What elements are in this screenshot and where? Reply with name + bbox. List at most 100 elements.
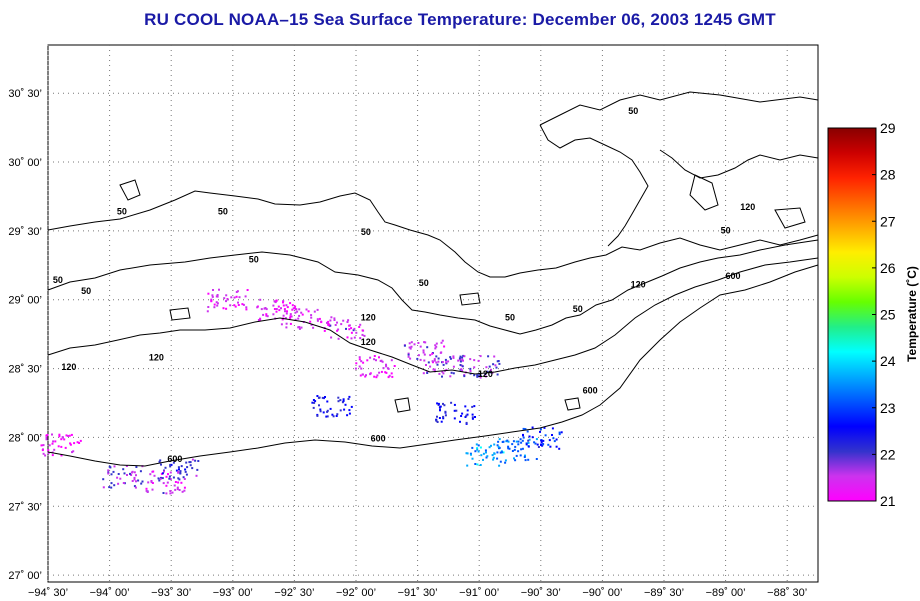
sst-pixel bbox=[234, 305, 237, 308]
sst-pixel bbox=[52, 440, 55, 443]
sst-pixel bbox=[543, 426, 546, 429]
sst-pixel bbox=[312, 399, 315, 401]
sst-pixel bbox=[282, 314, 285, 317]
sst-pixel bbox=[482, 458, 484, 461]
sst-pixel bbox=[463, 355, 466, 358]
sst-pixel bbox=[422, 349, 425, 352]
sst-pixel bbox=[452, 355, 455, 358]
sst-pixel bbox=[423, 341, 426, 344]
sst-pixel bbox=[547, 443, 550, 446]
sst-pixel bbox=[473, 366, 476, 369]
sst-pixel bbox=[555, 438, 558, 441]
sst-pixel bbox=[294, 305, 297, 308]
sst-pixel bbox=[476, 463, 479, 466]
sst-pixel bbox=[358, 356, 361, 359]
sst-pixel bbox=[512, 440, 515, 443]
isobath-50 bbox=[47, 239, 819, 335]
colorbar-tick-label: 23 bbox=[880, 400, 896, 416]
sst-pixel bbox=[332, 415, 335, 418]
sst-pixel bbox=[159, 459, 162, 462]
contour-label: 50 bbox=[419, 278, 429, 288]
sst-pixel bbox=[316, 395, 319, 397]
sst-pixel bbox=[172, 461, 175, 464]
sst-pixel bbox=[442, 372, 445, 375]
sst-pixel bbox=[459, 364, 462, 366]
sst-pixel bbox=[424, 341, 427, 344]
sst-pixel bbox=[135, 474, 137, 477]
sst-pixel bbox=[360, 367, 363, 370]
sst-pixel bbox=[336, 413, 339, 416]
sst-pixel bbox=[348, 324, 351, 327]
sst-pixel bbox=[504, 459, 507, 462]
sst-patch bbox=[435, 401, 476, 425]
sst-pixel bbox=[353, 327, 356, 330]
sst-pixel bbox=[527, 458, 530, 461]
sst-pixel bbox=[494, 364, 497, 367]
sst-pixel bbox=[71, 451, 73, 454]
sst-pixel bbox=[507, 445, 510, 448]
contour-label: 50 bbox=[81, 286, 91, 296]
sst-pixel bbox=[515, 440, 518, 443]
sst-pixel bbox=[496, 360, 499, 363]
sst-pixel bbox=[318, 317, 321, 320]
sst-pixel bbox=[280, 323, 283, 326]
sst-pixel bbox=[256, 306, 259, 309]
sst-patch bbox=[459, 354, 501, 379]
sst-pixel bbox=[40, 444, 43, 447]
sst-pixel bbox=[336, 321, 338, 324]
sst-pixel bbox=[435, 345, 438, 348]
sst-pixel bbox=[437, 402, 440, 405]
sst-pixel bbox=[298, 314, 301, 317]
sst-pixel bbox=[294, 318, 297, 321]
sst-pixel bbox=[177, 481, 180, 484]
sst-pixel bbox=[235, 291, 238, 293]
sst-pixel bbox=[459, 420, 461, 423]
sst-pixel bbox=[321, 396, 324, 399]
sst-pixel bbox=[434, 344, 437, 347]
sst-pixel bbox=[131, 480, 134, 482]
sst-pixel bbox=[517, 443, 520, 446]
sst-pixel bbox=[536, 443, 539, 446]
sst-pixel bbox=[527, 439, 530, 442]
sst-pixel bbox=[266, 315, 269, 318]
sst-pixel bbox=[470, 453, 472, 456]
sst-pixel bbox=[490, 444, 492, 447]
lat-tick-label: 30˚ 30’ bbox=[8, 88, 42, 100]
sst-pixel bbox=[465, 452, 468, 455]
sst-pixel bbox=[369, 356, 372, 359]
sst-pixel bbox=[479, 374, 482, 377]
sst-pixel bbox=[442, 417, 445, 420]
bathymetry-closed-contour bbox=[459, 292, 481, 306]
sst-pixel bbox=[230, 296, 233, 299]
sst-pixel bbox=[169, 478, 172, 481]
sst-pixel bbox=[241, 303, 244, 306]
contour-label: 600 bbox=[583, 385, 598, 395]
sst-pixel bbox=[316, 318, 319, 321]
sst-patch bbox=[157, 458, 200, 481]
lon-tick-label: −91˚ 30’ bbox=[398, 587, 438, 599]
sst-pixel bbox=[388, 374, 391, 377]
sst-pixel bbox=[326, 409, 329, 412]
sst-pixel bbox=[158, 479, 161, 482]
sst-pixel bbox=[213, 303, 216, 306]
sst-pixel bbox=[422, 351, 425, 354]
sst-pixel bbox=[316, 308, 319, 311]
sst-pixel bbox=[439, 408, 441, 411]
lat-tick-label: 29˚ 00’ bbox=[8, 295, 42, 307]
sst-pixel bbox=[426, 370, 429, 373]
sst-pixel bbox=[496, 444, 499, 447]
sst-pixel bbox=[476, 375, 479, 378]
sst-pixel bbox=[520, 441, 523, 444]
sst-pixel bbox=[488, 446, 491, 449]
sst-pixel bbox=[289, 322, 292, 325]
sst-pixel bbox=[517, 450, 520, 453]
sst-pixel bbox=[560, 431, 563, 434]
colorbar-label: Temperature (˚C) bbox=[905, 266, 919, 362]
sst-pixel bbox=[177, 466, 180, 469]
sst-pixel bbox=[535, 458, 538, 460]
sst-pixel bbox=[297, 317, 300, 320]
sst-pixel bbox=[218, 288, 220, 291]
sst-pixel bbox=[384, 371, 387, 374]
sst-pixel bbox=[169, 471, 172, 474]
sst-pixel bbox=[486, 455, 489, 458]
